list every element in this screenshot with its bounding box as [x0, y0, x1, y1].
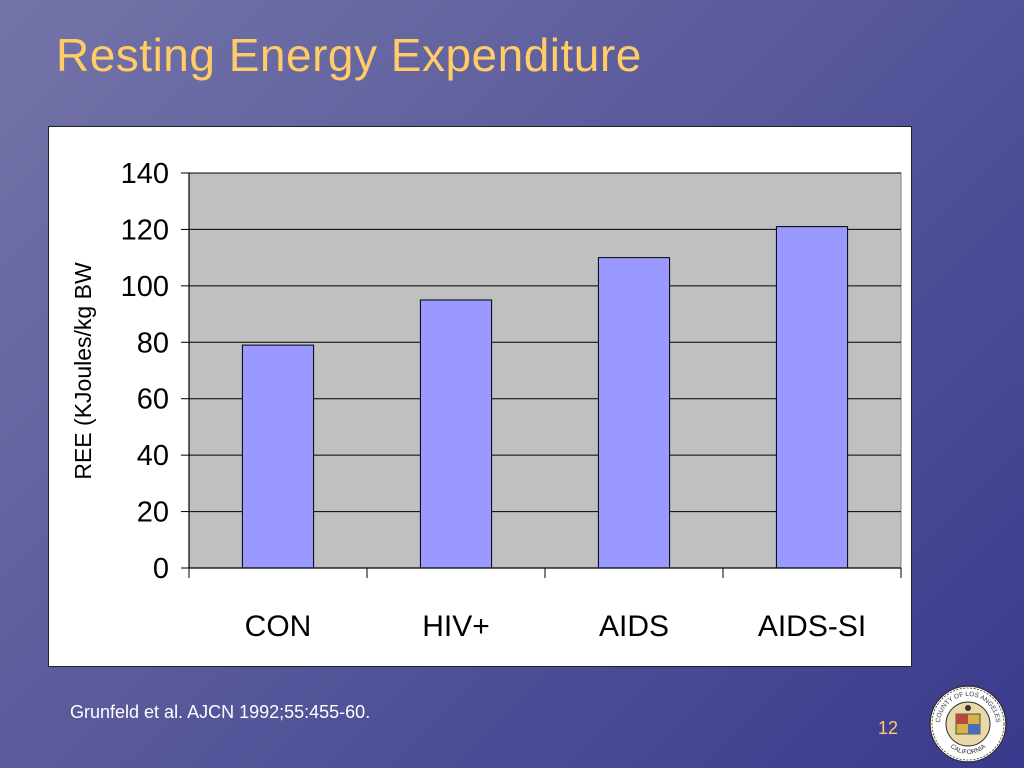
y-tick-label: 0	[153, 553, 169, 585]
bars	[241, 226, 849, 569]
axes	[181, 172, 902, 578]
x-category-label: AIDS-SI	[758, 610, 866, 643]
bar-aids	[597, 257, 671, 569]
slide-title: Resting Energy Expenditure	[56, 29, 642, 81]
y-axis-title: REE (KJoules/kg BW	[70, 262, 96, 480]
chart-frame: 0 20 40 60 80 100 120 140 CON HIV+ AIDS AIDS-SI RE…	[48, 126, 912, 667]
y-tick-label: 60	[137, 384, 169, 416]
y-tick-label: 80	[137, 327, 169, 359]
citation: Grunfeld et al. AJCN 1992;55:455-60.	[70, 702, 371, 722]
y-tick-label: 20	[137, 497, 169, 529]
y-tick-label: 140	[121, 158, 169, 190]
bar-hiv-	[419, 299, 493, 569]
x-category-label: AIDS	[599, 610, 669, 643]
page-number: 12	[878, 718, 899, 738]
y-tick-label: 100	[121, 271, 169, 303]
county-seal-logo: COUNTY OF LOS ANGELES CALIFORNIA	[929, 685, 1007, 763]
x-category-label: CON	[245, 610, 312, 643]
x-category-label: HIV+	[422, 610, 490, 643]
bar-chart: 0 20 40 60 80 100 120 140 CON HIV+ AIDS AIDS-SI RE…	[70, 158, 902, 643]
x-category-labels: CON HIV+ AIDS AIDS-SI	[245, 610, 867, 643]
bar-aids-si	[775, 226, 849, 569]
y-tick-labels: 0 20 40 60 80 100 120 140	[121, 158, 169, 585]
bar-con	[241, 344, 315, 569]
y-tick-label: 40	[137, 440, 169, 472]
y-tick-label: 120	[121, 214, 169, 246]
